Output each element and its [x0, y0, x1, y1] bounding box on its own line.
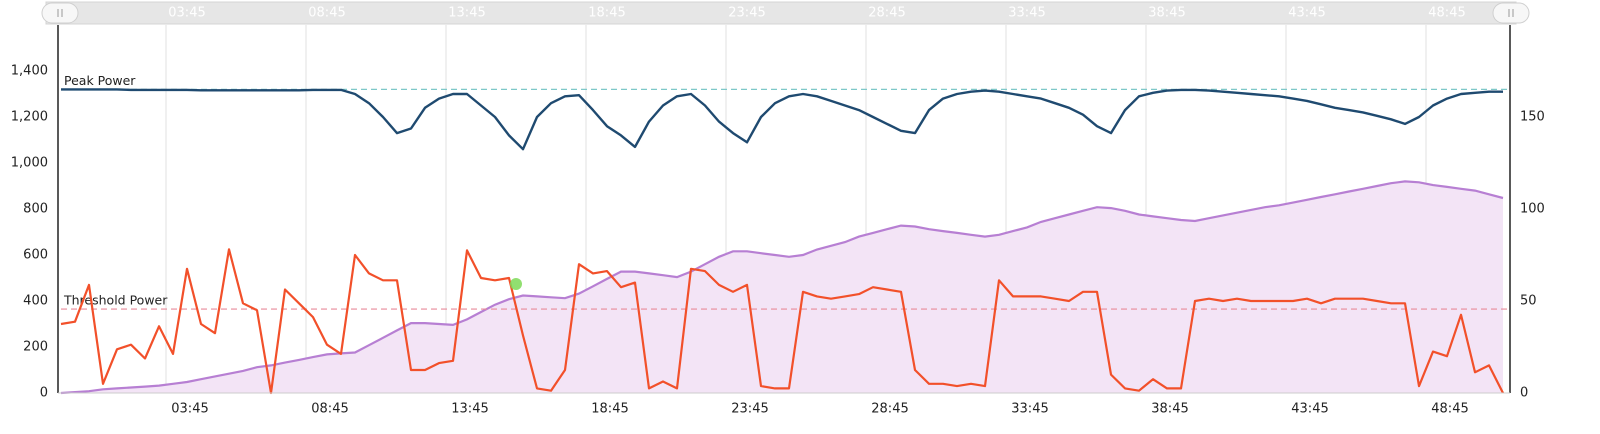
navigator-label: 28:45 [868, 6, 905, 21]
x-tick-label: 43:45 [1291, 402, 1328, 417]
plot-line-label: Peak Power [64, 73, 136, 88]
navigator-label: 33:45 [1008, 6, 1045, 21]
navigator-label: 08:45 [308, 6, 345, 21]
y-tick-label: 800 [23, 202, 48, 217]
navigator-handle-right[interactable] [1492, 2, 1530, 24]
y2-tick-label: 50 [1520, 294, 1537, 309]
x-tick-label: 18:45 [591, 402, 628, 417]
navigator-label: 38:45 [1148, 6, 1185, 21]
series-line [60, 248, 1504, 395]
y-tick-label: 400 [23, 294, 48, 309]
y-tick-label: 1,200 [11, 110, 48, 125]
area-fill [61, 181, 1503, 393]
x-tick-label: 28:45 [871, 402, 908, 417]
plot-area: 03:45 03:45 08:45 08:45 13:45 13:45 18:45 18:45… [11, 6, 1545, 417]
y-tick-label: 200 [23, 340, 48, 355]
x-tick-label: 08:45 [311, 402, 348, 417]
navigator-label: 43:45 [1288, 6, 1325, 21]
navigator-label: 48:45 [1428, 6, 1465, 21]
series-line [61, 88, 1503, 151]
hover-marker [510, 277, 522, 290]
x-tick-label: 23:45 [731, 402, 768, 417]
x-tick-label: 48:45 [1431, 402, 1468, 417]
navigator-label: 13:45 [448, 6, 485, 21]
y-tick-label: 1,000 [11, 156, 48, 171]
area-line [60, 180, 1504, 395]
y2-tick-label: 150 [1520, 110, 1545, 125]
y-tick-label: 1,400 [11, 64, 48, 79]
x-tick-label: 03:45 [171, 402, 208, 417]
y-tick-label: 0 [40, 386, 48, 401]
navigator[interactable] [41, 1, 1530, 25]
x-tick-label: 38:45 [1151, 402, 1188, 417]
navigator-label: 03:45 [168, 6, 205, 21]
navigator-label: 18:45 [588, 6, 625, 21]
plot-line-label: Threshold Power [63, 293, 168, 308]
y-tick-label: 600 [23, 248, 48, 263]
x-tick-label: 13:45 [451, 402, 488, 417]
y2-tick-label: 0 [1520, 386, 1528, 401]
x-tick-label: 33:45 [1011, 402, 1048, 417]
navigator-handle-left[interactable] [41, 2, 79, 24]
navigator-label: 23:45 [728, 6, 765, 21]
y2-tick-label: 100 [1520, 202, 1545, 217]
